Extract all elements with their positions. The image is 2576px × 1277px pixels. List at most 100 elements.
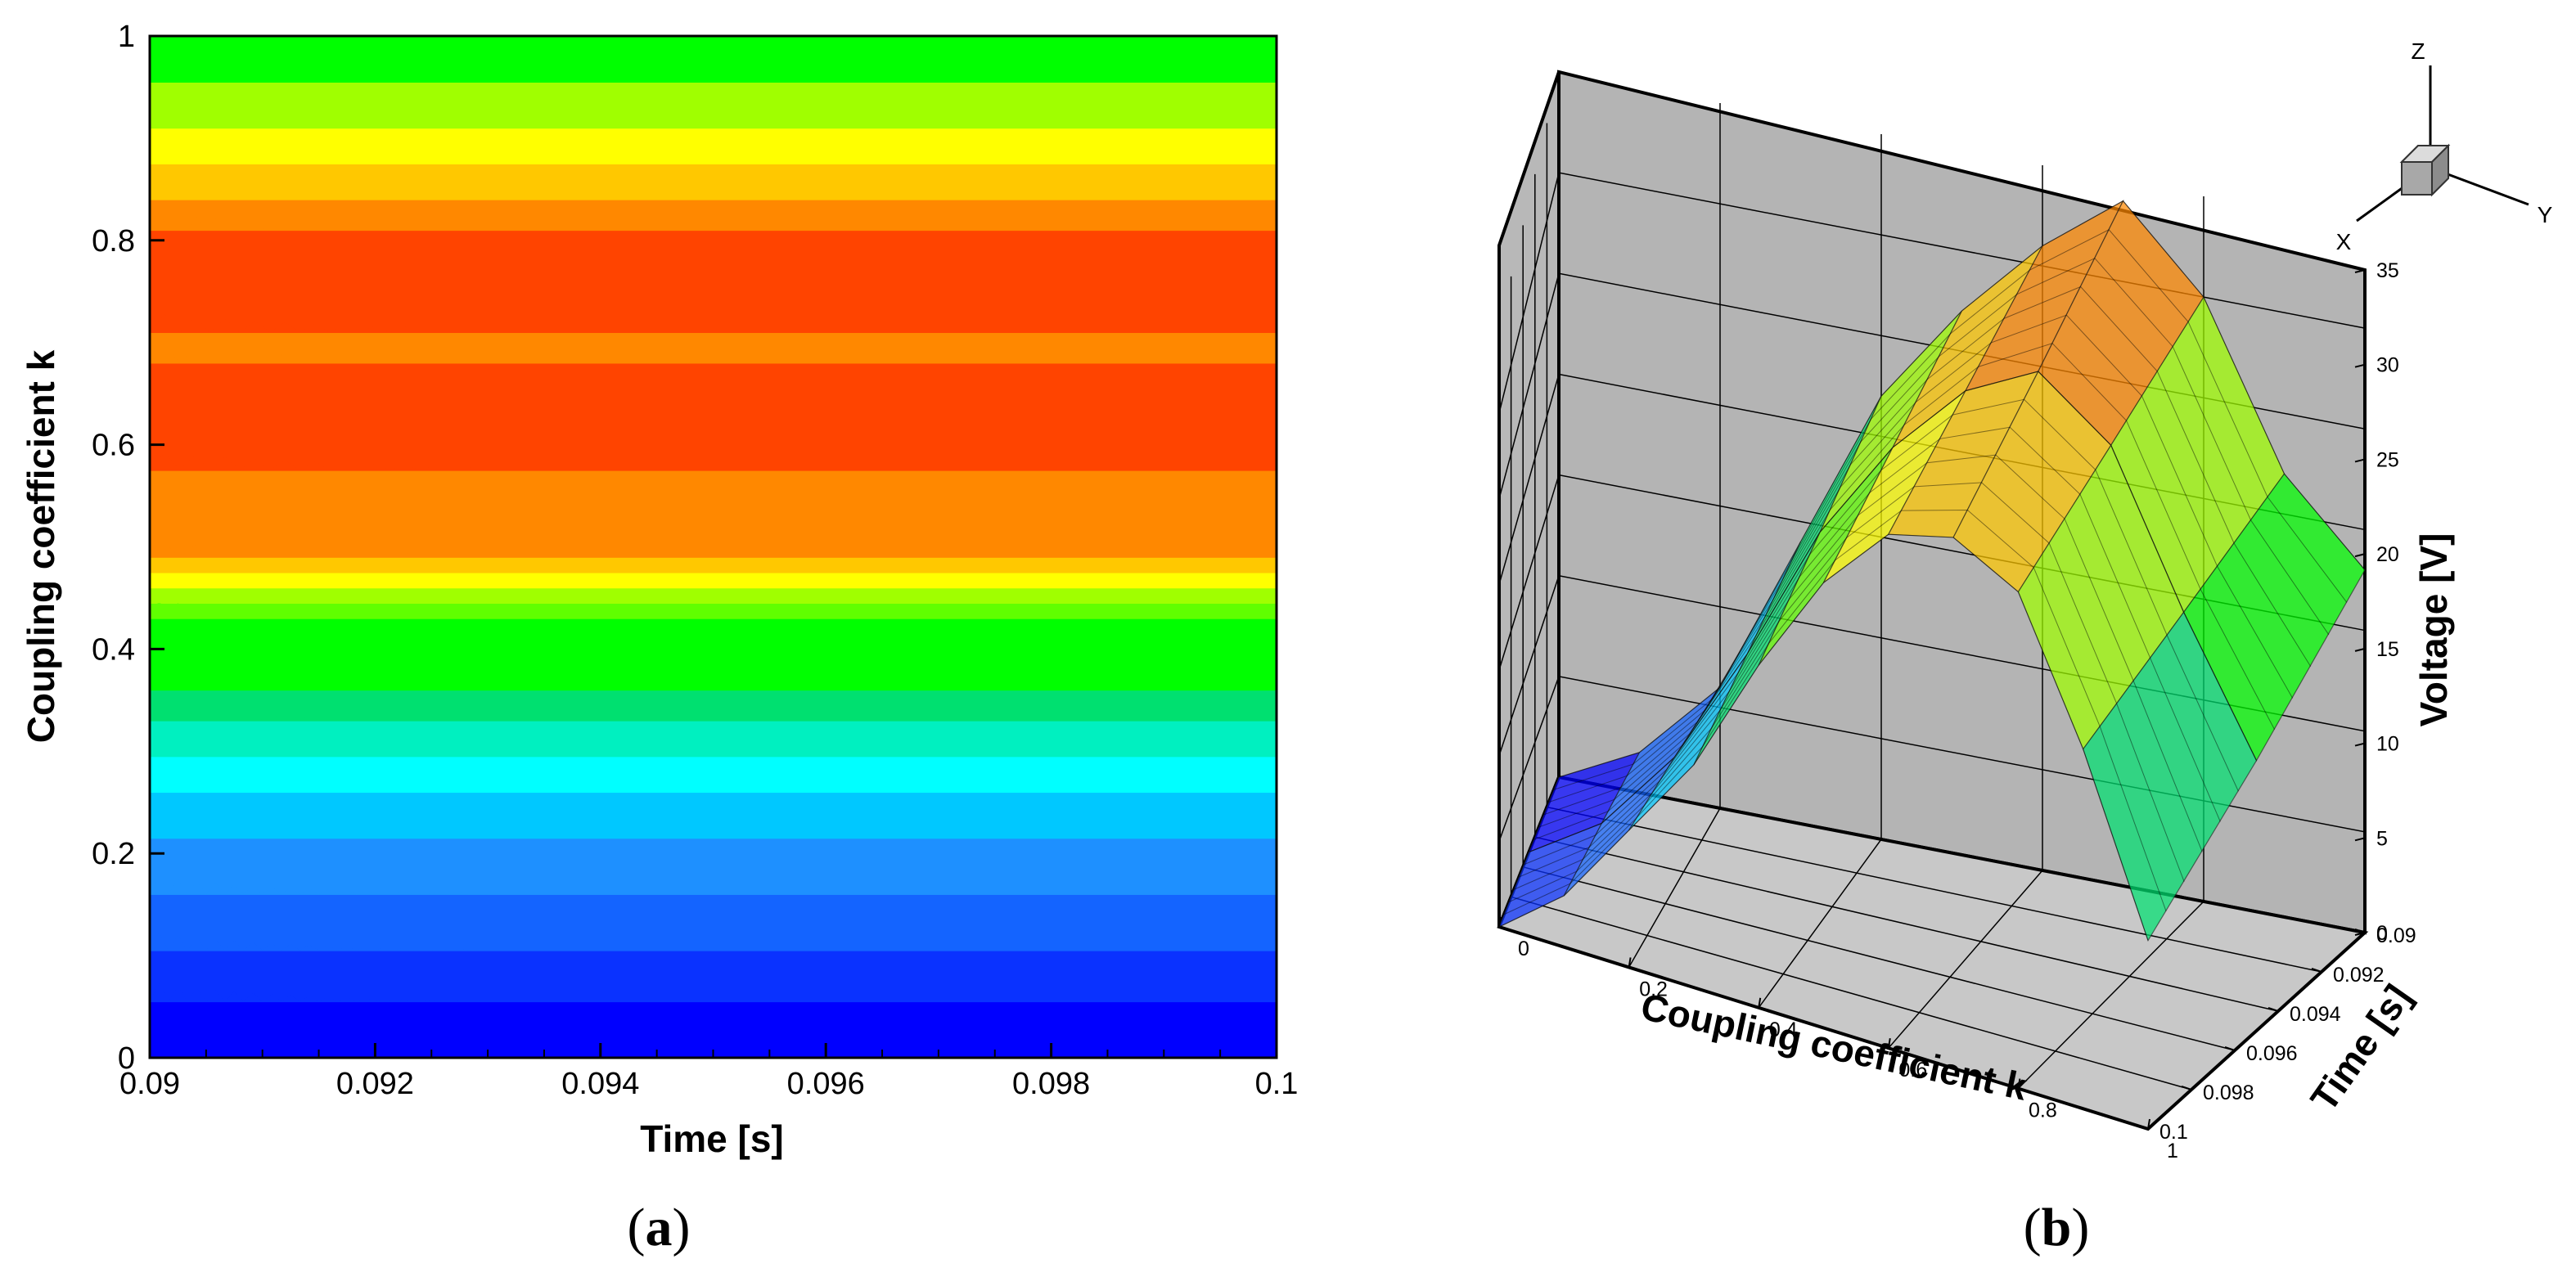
- time-tick-label: 0.09: [2376, 924, 2416, 947]
- heatmap-band-edge: [150, 344, 691, 363]
- heatmap-panel: 0.09 0.092 0.094 0.096 0.098 0.1 0 0.2 0.4 0.6 0.…: [20, 20, 1298, 1257]
- time-ticks: 0.09 0.092 0.094 0.096 0.098 0.1: [2137, 924, 2416, 1144]
- left-grid-line: [1498, 474, 1560, 671]
- heatmap-band: [150, 690, 1277, 722]
- panel-a-label: (a): [628, 1198, 691, 1257]
- z-tick-mark: [2354, 363, 2366, 368]
- time-tick-mark: [2224, 1046, 2236, 1051]
- triad-z-label: Z: [2411, 38, 2425, 64]
- z-tick-mark: [2354, 837, 2366, 842]
- heatmap-band: [150, 950, 1277, 1003]
- heatmap-band: [150, 838, 1277, 895]
- heatmap-band-edge: [150, 738, 489, 757]
- time-tick-mark: [2311, 968, 2322, 973]
- time-tick-label: 0.098: [2203, 1081, 2254, 1104]
- heatmap-band-edge: [150, 146, 489, 164]
- left-grid-line: [1498, 676, 1560, 842]
- heatmap-band-edge: [150, 181, 489, 200]
- k-tick-mark: [1758, 997, 1762, 1008]
- x-tick-label: 0.1: [1255, 1067, 1299, 1101]
- heatmap-band: [150, 332, 1277, 364]
- heatmap-band: [150, 1001, 1277, 1059]
- heatmap-band-edge: [150, 212, 489, 231]
- k-tick-label: 0.4: [1769, 1018, 1798, 1041]
- left-grid-line: [1498, 273, 1560, 499]
- surface-time-line: [1498, 533, 2149, 941]
- z-tick-mark: [2354, 269, 2366, 273]
- y-tick-label: 0.4: [92, 632, 135, 667]
- surface-facet: [2083, 611, 2258, 942]
- heatmap-band: [150, 164, 1277, 200]
- z-tick-mark: [2354, 458, 2366, 463]
- heatmap-band-edge: [150, 110, 489, 128]
- y-tick-label: 0.8: [92, 224, 135, 259]
- floor-grid-line: [1758, 839, 1882, 1009]
- k-tick-label: 1: [2167, 1140, 2178, 1162]
- y-tick-label: 0.2: [92, 837, 135, 871]
- heatmap-band-edge: [150, 820, 489, 839]
- time-tick-label: 0.092: [2333, 964, 2385, 987]
- heatmap-band: [150, 556, 1277, 573]
- heatmap-band-edge: [150, 672, 489, 690]
- surface-time-line: [1533, 343, 2276, 840]
- x-tick-label: 0.094: [561, 1067, 639, 1101]
- k-tick-label: 0.6: [1898, 1059, 1927, 1081]
- heatmap-y-ticks: 0 0.2 0.4 0.6 0.8 1: [92, 20, 164, 1076]
- heatmap-band: [150, 572, 1277, 589]
- y-tick-label: 0: [118, 1041, 135, 1076]
- time-tick-label: 0.1: [2159, 1121, 2188, 1144]
- surface-time-line: [1508, 482, 2185, 902]
- heatmap-band-edge: [150, 64, 489, 83]
- heatmap-bands: [150, 36, 1277, 1059]
- heatmap-band-edge: [150, 702, 489, 721]
- voltage-surface: [1497, 200, 2366, 942]
- heatmap-band-edge: [150, 983, 489, 1002]
- z-tick-label: 35: [2376, 259, 2399, 282]
- x-tick-label: 0.09: [119, 1067, 180, 1101]
- heatmap-x-axis-label: Time [s]: [640, 1117, 784, 1160]
- z-tick-mark: [2354, 553, 2366, 558]
- surface-time-line: [1553, 229, 2348, 790]
- heatmap-band: [150, 230, 1277, 334]
- floor-grid-line: [1523, 866, 2236, 1051]
- z-tick-label: 5: [2376, 827, 2388, 850]
- z-tick-label: 20: [2376, 543, 2399, 566]
- k-tick-mark: [2017, 1078, 2021, 1089]
- back-grid-line: [1558, 676, 2366, 833]
- heatmap-band: [150, 82, 1277, 129]
- heatmap-band: [150, 618, 1277, 691]
- heatmap-band: [150, 199, 1277, 232]
- heatmap-y-axis-label: Coupling coefficient k: [20, 349, 62, 743]
- z-tick-label: 0: [2376, 922, 2388, 945]
- back-grid-line: [1558, 172, 2366, 329]
- left-grid-line: [1498, 172, 1560, 414]
- voltage-ticks: 0 5 10 15 20 25 30 35: [2354, 259, 2399, 945]
- heatmap-band: [150, 894, 1277, 951]
- time-tick-mark: [2181, 1086, 2192, 1090]
- left-grid-line: [1498, 374, 1560, 585]
- floor-grid-line: [1888, 870, 2043, 1049]
- k-tick-label: 0.8: [2029, 1099, 2057, 1122]
- y-tick-label: 1: [118, 20, 135, 54]
- heatmap-band: [150, 470, 1277, 558]
- surface-time-line: [1558, 200, 2366, 778]
- surface-z-axis-label: Voltage [V]: [2412, 533, 2455, 727]
- z-tick-label: 15: [2376, 638, 2399, 661]
- time-tick-label: 0.096: [2246, 1042, 2298, 1065]
- floor-grid-line: [1511, 896, 2192, 1090]
- surface-time-line: [1529, 371, 2257, 852]
- time-tick-mark: [2354, 929, 2366, 933]
- z-tick-label: 30: [2376, 354, 2399, 377]
- k-tick-mark: [1498, 916, 1502, 928]
- heatmap-band: [150, 36, 1277, 83]
- z-tick-mark: [2354, 742, 2366, 747]
- heatmap-band: [150, 720, 1277, 758]
- floor-grid-line: [1547, 806, 2322, 973]
- x-tick-label: 0.096: [787, 1067, 865, 1101]
- k-tick-mark: [1628, 957, 1632, 968]
- k-ticks: 0 0.2 0.4 0.6 0.8 1: [1498, 916, 2178, 1162]
- heatmap-x-ticks: 0.09 0.092 0.094 0.096 0.098 0.1: [119, 1043, 1298, 1101]
- heatmap-band: [150, 792, 1277, 839]
